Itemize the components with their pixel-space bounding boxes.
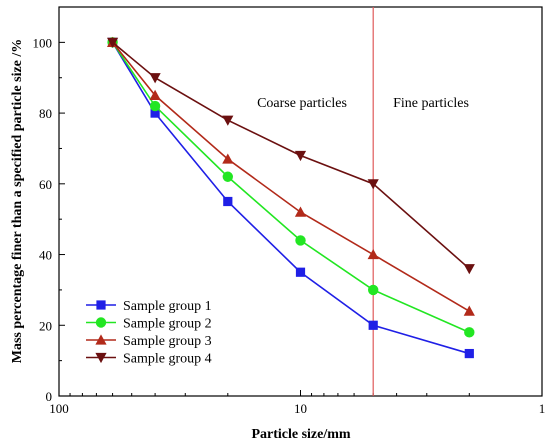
legend-marker-2	[95, 317, 107, 328]
y-tick-label: 20	[39, 318, 52, 333]
data-point-series-3	[149, 89, 161, 101]
coarse-particles-label: Coarse particles	[257, 96, 347, 111]
legend-label-4: Sample group 4	[123, 352, 212, 367]
data-point-series-3	[367, 248, 379, 260]
x-tick-label: 100	[49, 401, 69, 416]
y-axis-title: Mass percentage finer than a specified p…	[10, 39, 25, 364]
data-point-series-4	[367, 179, 379, 190]
fine-particles-label: Fine particles	[393, 96, 469, 111]
series-line-2	[111, 41, 470, 334]
data-point-series-4	[463, 264, 475, 275]
data-point-series-2	[295, 235, 306, 246]
legend-marker-3	[95, 334, 107, 345]
y-tick-label: 60	[39, 177, 52, 192]
y-tick-label: 0	[46, 389, 53, 404]
data-point-series-4	[294, 150, 307, 162]
data-point-series-2	[464, 327, 475, 338]
data-point-series-2	[149, 100, 161, 112]
y-tick-label: 80	[39, 106, 52, 121]
legend-label-2: Sample group 2	[123, 317, 212, 332]
x-tick-label: 1	[539, 401, 546, 416]
data-point-series-1	[368, 320, 378, 330]
data-point-series-2	[222, 171, 234, 182]
legend-marker-1	[96, 300, 106, 310]
data-point-series-1	[223, 196, 233, 207]
data-point-series-4	[106, 37, 119, 48]
data-point-series-1	[150, 108, 160, 118]
data-point-series-1	[464, 348, 474, 359]
series-line-1	[111, 41, 470, 355]
legend-marker-4	[95, 352, 107, 364]
legend-label-3: Sample group 3	[123, 334, 212, 349]
data-point-series-3	[294, 206, 307, 217]
x-tick-label: 10	[294, 401, 307, 416]
series-line-3	[111, 41, 470, 312]
data-point-series-4	[149, 73, 161, 84]
data-point-series-3	[463, 305, 475, 316]
legend-label-1: Sample group 1	[123, 299, 212, 314]
data-point-series-4	[222, 115, 234, 126]
x-axis-title: Particle size/mm	[251, 427, 350, 442]
data-point-series-1	[295, 267, 306, 277]
data-point-series-2	[367, 284, 379, 296]
series-line-4	[112, 41, 470, 270]
data-point-series-3	[222, 153, 234, 164]
y-tick-label: 100	[33, 35, 53, 50]
y-tick-label: 40	[39, 248, 52, 263]
